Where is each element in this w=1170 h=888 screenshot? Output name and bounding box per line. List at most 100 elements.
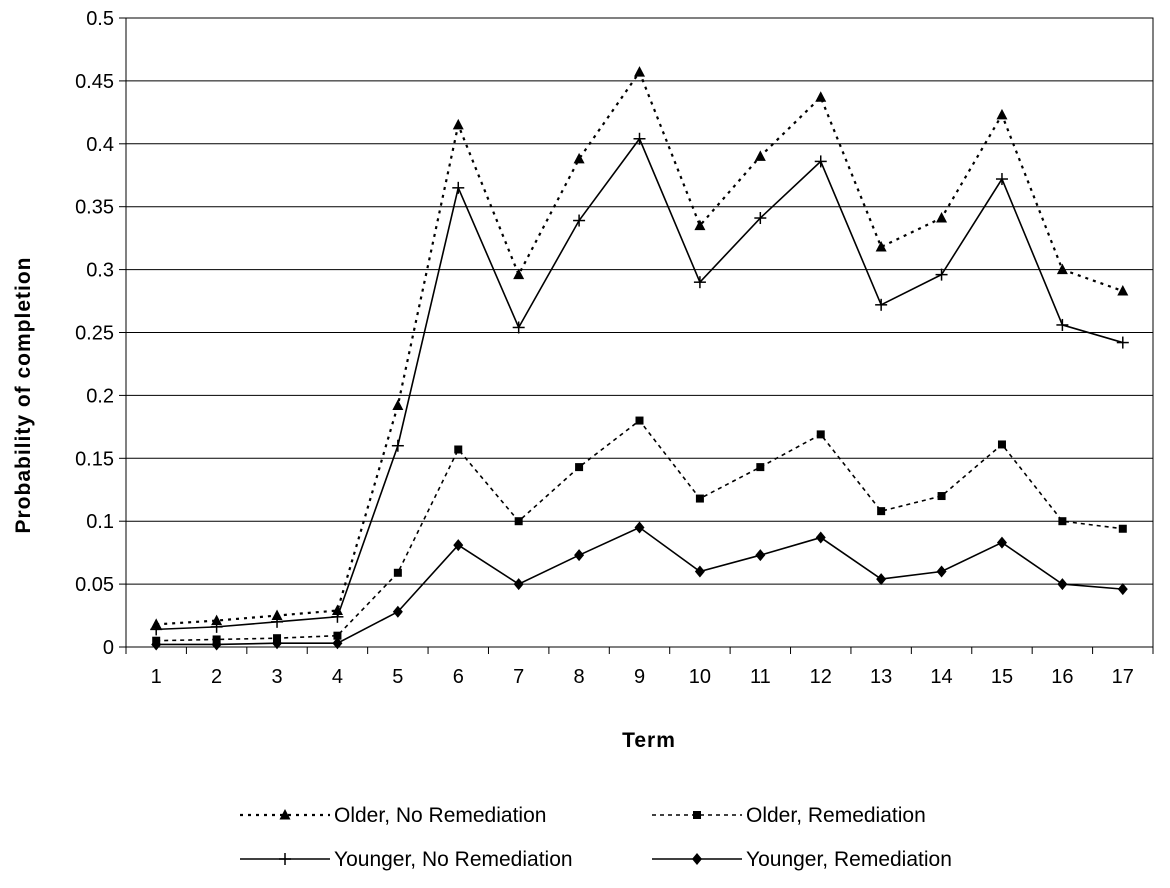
data-point xyxy=(814,155,827,168)
x-tick-label: 16 xyxy=(1051,666,1073,688)
series-line xyxy=(156,526,1123,646)
legend-item: Younger, No Remediation xyxy=(240,848,573,871)
data-point xyxy=(634,66,645,77)
data-point xyxy=(816,430,825,439)
data-point xyxy=(695,494,704,503)
x-tick-label: 2 xyxy=(211,666,222,688)
data-point xyxy=(391,439,404,452)
data-point xyxy=(1117,284,1129,296)
data-point xyxy=(815,531,826,544)
y-axis-title: Probability of completion xyxy=(12,256,35,533)
data-point xyxy=(815,91,827,102)
data-point xyxy=(936,212,948,223)
x-tick-labels: 1 2 3 4 5 6 7 8 9 10 11 12 13 14 15 16 17 xyxy=(151,666,1134,688)
data-point xyxy=(1118,524,1127,533)
y-tick-label: 0.1 xyxy=(86,511,114,533)
x-tick-label: 8 xyxy=(574,666,585,688)
data-point xyxy=(936,565,947,578)
y-tick-labels: 0 0.05 0.1 0.15 0.2 0.25 0.3 0.35 0.4 0.45 0.5 xyxy=(75,8,114,659)
data-point xyxy=(151,638,162,651)
data-point xyxy=(333,631,342,640)
data-point xyxy=(755,549,766,562)
x-tick-label: 17 xyxy=(1112,666,1134,688)
data-point xyxy=(452,181,465,194)
x-axis-title: Term xyxy=(622,729,676,752)
y-tick-label: 0.15 xyxy=(75,448,114,470)
legend: Older, No Remediation Older, Remediation Y… xyxy=(240,804,952,871)
data-point xyxy=(574,549,585,562)
data-point xyxy=(1117,583,1128,596)
x-tick-label: 12 xyxy=(810,666,832,688)
data-point xyxy=(996,108,1008,120)
plot-frame xyxy=(125,17,1154,648)
x-tick-label: 10 xyxy=(689,666,711,688)
data-point xyxy=(392,399,404,410)
data-point xyxy=(211,638,222,651)
data-point xyxy=(937,492,946,501)
data-point xyxy=(756,463,765,472)
y-tick-label: 0.35 xyxy=(75,197,114,219)
data-point xyxy=(1056,263,1068,275)
y-tick-label: 0.3 xyxy=(86,260,114,282)
series-younger-remediation xyxy=(151,521,1128,651)
data-point xyxy=(573,152,585,164)
plot-area xyxy=(150,66,1129,651)
data-point xyxy=(272,637,283,650)
axes xyxy=(119,17,1154,654)
legend-label: Older, Remediation xyxy=(746,804,926,827)
data-point xyxy=(211,614,223,626)
data-point xyxy=(754,212,767,225)
data-point xyxy=(575,463,584,472)
x-tick-label: 11 xyxy=(750,666,771,688)
legend-label: Younger, Remediation xyxy=(746,848,952,871)
x-tick-label: 9 xyxy=(634,666,645,688)
data-point xyxy=(513,578,524,591)
data-point xyxy=(393,568,402,577)
x-tick-label: 5 xyxy=(392,666,403,688)
x-tick-label: 7 xyxy=(513,666,524,688)
data-point xyxy=(877,507,886,516)
data-point xyxy=(514,517,523,526)
data-point xyxy=(875,240,887,252)
x-tick-label: 3 xyxy=(271,666,282,688)
data-point xyxy=(754,150,766,161)
data-point xyxy=(997,440,1006,449)
x-tick-label: 1 xyxy=(151,666,162,688)
y-tick-label: 0.25 xyxy=(75,323,114,345)
data-point xyxy=(331,604,343,616)
y-tick-label: 0 xyxy=(103,637,114,659)
data-point xyxy=(876,573,887,586)
series-line xyxy=(156,69,1124,626)
data-point xyxy=(694,219,706,231)
data-point xyxy=(210,620,223,633)
y-tick-label: 0.45 xyxy=(75,71,114,93)
data-point xyxy=(452,118,464,130)
legend-label: Younger, No Remediation xyxy=(334,848,573,871)
x-tick-label: 4 xyxy=(332,666,343,688)
legend-marker xyxy=(279,853,291,865)
data-point xyxy=(271,615,284,628)
data-point xyxy=(454,445,463,454)
legend-marker xyxy=(279,809,291,820)
x-tick-label: 14 xyxy=(930,666,952,688)
y-tick-label: 0.5 xyxy=(86,8,114,30)
data-point xyxy=(453,539,464,552)
data-point xyxy=(1116,336,1129,349)
data-point xyxy=(573,214,586,227)
data-point xyxy=(332,637,343,650)
y-tick-label: 0.2 xyxy=(86,385,114,407)
data-point xyxy=(995,173,1008,186)
data-point xyxy=(1056,318,1069,331)
legend-marker xyxy=(693,811,701,819)
data-point xyxy=(694,565,705,578)
legend-item: Younger, Remediation xyxy=(652,848,952,871)
grid-lines xyxy=(126,17,1153,585)
legend-label: Older, No Remediation xyxy=(334,804,546,827)
data-point xyxy=(1058,517,1067,526)
data-point xyxy=(150,623,163,636)
data-point xyxy=(331,610,344,623)
data-point xyxy=(996,536,1007,549)
x-tick-label: 15 xyxy=(991,666,1013,688)
y-tick-label: 0.4 xyxy=(86,134,114,156)
